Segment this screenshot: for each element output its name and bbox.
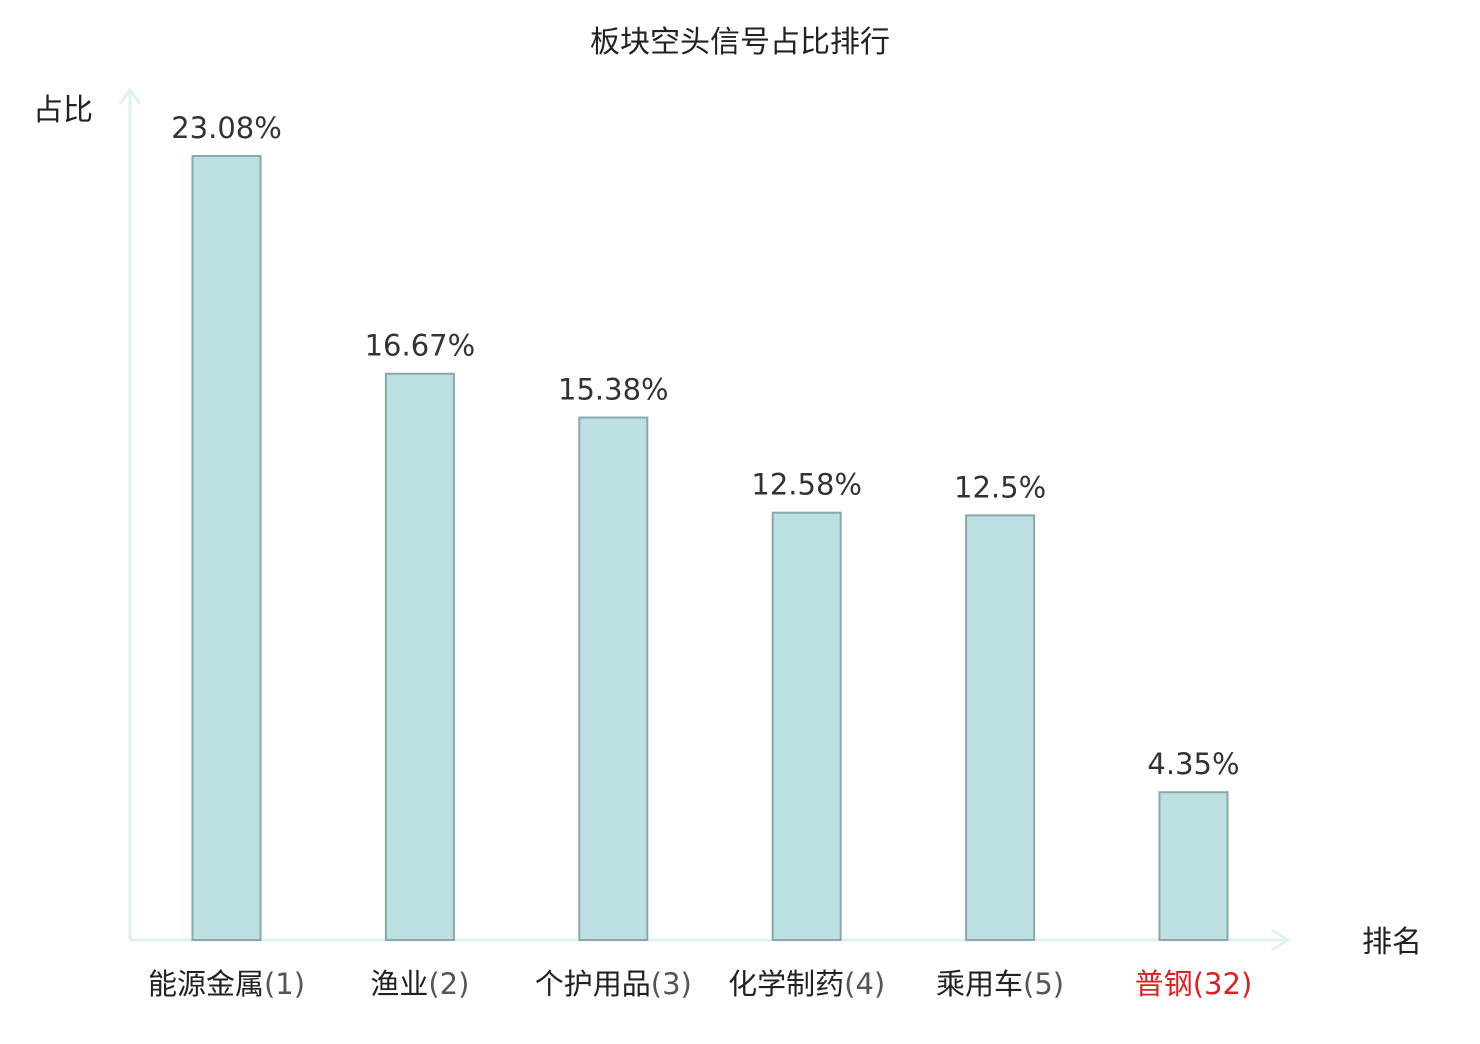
bar-1 (191, 155, 262, 941)
y-axis-arrow (118, 87, 142, 105)
category-label-2: 渔业(2) (370, 967, 469, 1001)
x-axis-label: 排名 (1362, 925, 1422, 960)
value-label-4: 12.58% (751, 468, 862, 502)
category-label-4: 化学制药(4) (728, 967, 885, 1001)
category-label-6: 普钢(32) (1135, 967, 1253, 1001)
bar-4 (771, 511, 842, 941)
x-axis-arrow (1271, 928, 1291, 952)
axes (118, 87, 1291, 952)
value-label-5: 12.5% (954, 470, 1046, 504)
y-axis-label: 占比 (33, 93, 93, 128)
bar-6 (1158, 791, 1229, 942)
category-label-1: 能源金属(1) (148, 967, 305, 1001)
bar-2 (384, 372, 455, 941)
chart-title: 板块空头信号占比排行 (590, 25, 890, 60)
category-label-5: 乘用车(5) (936, 967, 1064, 1001)
bar-3 (578, 416, 649, 941)
bar-5 (965, 514, 1036, 941)
category-labels-group: 能源金属(1) 渔业(2) 个护用品(3) 化学制药(4) 乘用车(5) 普钢(32) (148, 967, 1252, 1001)
value-label-2: 16.67% (365, 329, 476, 363)
bars-group (191, 155, 1229, 942)
value-label-1: 23.08% (171, 111, 282, 145)
category-label-3: 个护用品(3) (535, 967, 692, 1001)
value-labels-group: 23.08% 16.67% 15.38% 12.58% 12.5% 4.35% (171, 111, 1239, 781)
value-label-3: 15.38% (558, 373, 669, 407)
value-label-6: 4.35% (1147, 747, 1239, 781)
